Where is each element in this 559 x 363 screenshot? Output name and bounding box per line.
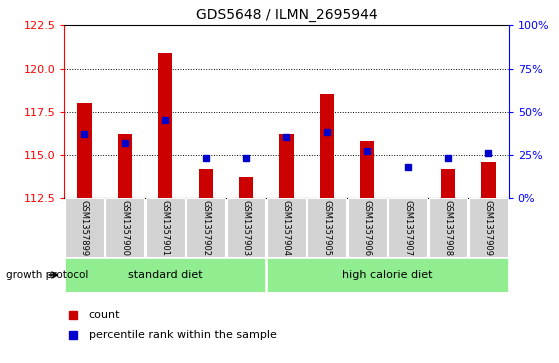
Text: GSM1357903: GSM1357903 — [241, 200, 250, 256]
FancyBboxPatch shape — [429, 199, 467, 257]
Bar — [441, 168, 455, 198]
FancyBboxPatch shape — [227, 199, 266, 257]
Text: GSM1357901: GSM1357901 — [161, 200, 170, 256]
Text: GSM1357909: GSM1357909 — [484, 200, 493, 256]
Text: standard diet: standard diet — [128, 270, 202, 280]
Bar — [198, 168, 213, 198]
Bar — [320, 94, 334, 198]
Text: GSM1357900: GSM1357900 — [120, 200, 129, 256]
Text: growth protocol: growth protocol — [6, 270, 88, 280]
Bar — [481, 162, 496, 198]
FancyBboxPatch shape — [65, 199, 104, 257]
FancyBboxPatch shape — [389, 199, 427, 257]
Bar — [158, 53, 172, 198]
FancyBboxPatch shape — [348, 199, 387, 257]
FancyBboxPatch shape — [307, 199, 346, 257]
Text: GSM1357902: GSM1357902 — [201, 200, 210, 256]
FancyBboxPatch shape — [65, 258, 266, 292]
Text: GSM1357904: GSM1357904 — [282, 200, 291, 256]
Bar — [77, 103, 92, 198]
FancyBboxPatch shape — [186, 199, 225, 257]
Bar — [360, 141, 375, 198]
FancyBboxPatch shape — [267, 258, 508, 292]
Text: GSM1357899: GSM1357899 — [80, 200, 89, 256]
Text: count: count — [89, 310, 120, 319]
Text: GSM1357908: GSM1357908 — [444, 200, 453, 256]
Text: high calorie diet: high calorie diet — [342, 270, 433, 280]
FancyBboxPatch shape — [146, 199, 184, 257]
Bar — [118, 134, 132, 198]
Text: GSM1357907: GSM1357907 — [403, 200, 412, 256]
FancyBboxPatch shape — [469, 199, 508, 257]
Text: percentile rank within the sample: percentile rank within the sample — [89, 330, 277, 340]
Bar — [280, 134, 293, 198]
Bar — [239, 177, 253, 198]
FancyBboxPatch shape — [106, 199, 144, 257]
Text: GSM1357905: GSM1357905 — [323, 200, 331, 256]
Text: GSM1357906: GSM1357906 — [363, 200, 372, 256]
Title: GDS5648 / ILMN_2695944: GDS5648 / ILMN_2695944 — [196, 8, 377, 22]
FancyBboxPatch shape — [267, 199, 306, 257]
